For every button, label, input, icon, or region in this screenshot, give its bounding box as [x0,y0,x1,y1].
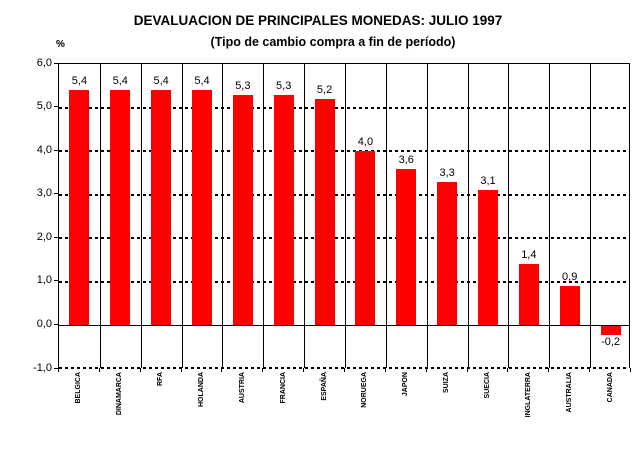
bar [110,90,131,326]
x-axis-tick [58,368,59,372]
gridline [59,150,629,153]
category-divider-line [426,64,428,368]
y-axis-unit-label: % [56,39,65,50]
x-axis-tick [303,368,305,372]
y-tick-label: 3,0 [36,187,52,200]
y-tick-label: 0,0 [36,317,52,330]
bar-value-label: 5,2 [316,83,333,96]
zero-axis-line [59,324,629,327]
x-category-label: SUIZA [443,372,451,393]
category-divider-line [304,64,306,368]
x-category-label: ESPAÑA [320,372,328,401]
x-category-label: JAPON [402,372,410,397]
category-divider-line [467,64,469,368]
y-axis-tick [54,106,58,108]
bar [396,168,417,326]
x-category-label: CANADA [606,372,614,403]
y-tick-label: 1,0 [36,274,52,287]
bar [600,326,621,336]
bar-value-label: 3,3 [439,166,455,179]
x-category-label: DINAMARCA [116,372,124,416]
y-axis-tick [54,62,58,64]
x-category-label: NORUEGA [361,372,369,408]
x-axis-tick [425,368,427,372]
y-axis-tick [54,149,58,151]
y-tick-label: 5,0 [36,100,52,113]
x-axis-tick [589,368,591,372]
y-axis-tick [54,367,58,369]
category-divider-line [508,64,510,368]
x-axis-tick [221,368,223,372]
gridline [59,193,629,196]
y-axis-tick [54,323,58,325]
bar-value-label: 5,3 [276,79,292,92]
x-category-label: INGLATERRA [524,372,532,418]
bar-value-label: 0,9 [562,271,578,284]
gridline [59,366,629,369]
category-divider-line [263,64,265,368]
x-axis-tick [98,368,100,372]
y-axis-tick [54,193,58,195]
x-category-label: AUSTRALIA [565,372,573,413]
category-divider-line [140,64,142,368]
y-axis-tick [54,236,58,238]
x-axis-tick [344,368,345,372]
x-axis-tick [139,368,141,372]
y-axis-tick [54,280,58,282]
bar [478,190,498,326]
bar-value-label: -0,2 [601,336,621,349]
x-axis-tick [180,368,182,372]
category-divider-line [181,64,183,368]
x-axis-tick [548,368,550,372]
bar-value-label: 5,4 [153,75,169,88]
x-axis-tick [262,368,264,372]
x-axis-tick [384,368,386,372]
chart-title: DEVALUACION DE PRINCIPALES MONEDAS: JULI… [133,13,503,28]
x-category-label: FRANCIA [279,372,287,404]
bar-value-label: 5,3 [235,79,251,92]
bar-value-label: 3,6 [398,153,414,166]
x-axis-tick [466,368,468,372]
bar [437,181,458,326]
bar [69,90,90,326]
category-divider-line [99,64,101,368]
x-category-label: HOLANDA [198,372,205,407]
x-category-label: RFA [157,372,165,386]
bar [355,151,376,326]
bar-value-label: 5,4 [194,75,210,88]
bar [232,94,253,326]
bar-value-label: 5,4 [71,75,88,88]
bar [192,90,212,326]
gridline [59,106,629,109]
category-divider-line [549,64,551,368]
bar [273,94,294,326]
y-tick-label: -1,0 [33,361,52,374]
x-axis-tick [507,368,509,372]
bar-value-label: 4,0 [357,136,374,149]
x-axis-tick [630,368,631,372]
y-tick-label: 4,0 [36,143,52,156]
x-category-label: SUECIA [484,372,491,399]
category-divider-line [222,64,224,368]
bar [314,98,335,326]
gridline [59,237,629,240]
category-divider-line [590,64,592,368]
x-category-label: AUSTRIA [238,372,246,404]
chart-subtitle: (Tipo de cambio compra a fin de período) [210,35,456,49]
x-category-label: BELGICA [75,372,83,404]
category-divider-line [385,64,387,368]
bar-value-label: 5,4 [112,75,128,88]
bar [518,264,539,326]
bar-value-label: 3,1 [480,175,496,188]
plot-area: 5,4 5,4 5,4 5,4 5,3 5,3 5,2 4,0 3,6 3,3 3,1 1,4 0,9 -… [58,63,630,369]
bar-value-label: 1,4 [521,249,537,262]
bar [151,90,172,326]
y-tick-label: 6,0 [36,56,52,69]
y-tick-label: 2,0 [36,230,52,243]
category-divider-line [345,64,346,368]
gridline [59,280,629,283]
bar [559,286,580,326]
